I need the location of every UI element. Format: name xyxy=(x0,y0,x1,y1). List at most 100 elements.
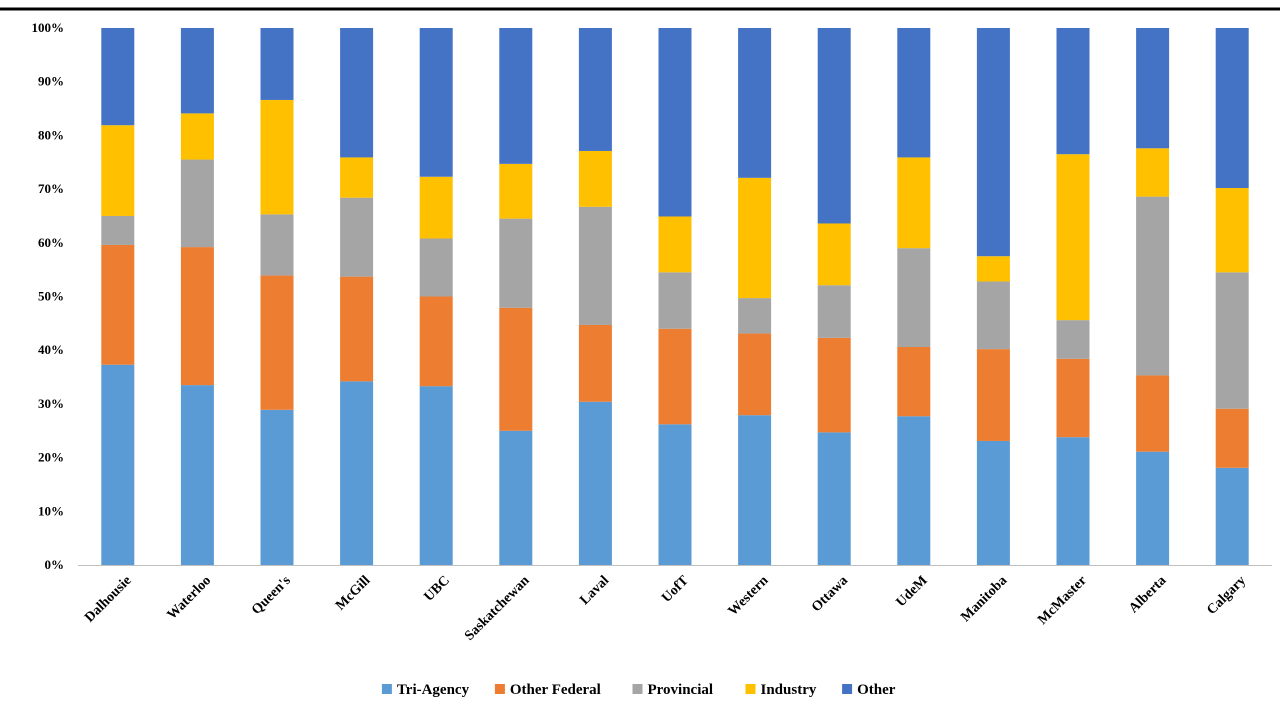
y-tick-label: 100% xyxy=(32,20,65,35)
bar-segment-provincial xyxy=(499,218,533,308)
legend-item: Provincial xyxy=(632,682,713,698)
legend-item: Other Federal xyxy=(494,682,601,698)
bar-segment-industry xyxy=(180,113,214,160)
bar-segment-provincial xyxy=(1136,196,1170,376)
bar-segment-other-federal xyxy=(1215,408,1249,468)
bar-segment-other-federal xyxy=(897,346,931,417)
bar-segment-provincial xyxy=(738,298,772,334)
bar-segment-tri-agency xyxy=(260,409,294,565)
bar-segment-industry xyxy=(1056,154,1090,321)
bar-segment-provincial xyxy=(578,206,612,325)
bar-stack xyxy=(260,28,294,565)
legend-label: Other Federal xyxy=(510,682,601,698)
x-category-label: Ottawa xyxy=(809,573,851,615)
bar-stack xyxy=(180,28,214,565)
bar-segment-other xyxy=(419,28,453,177)
legend-swatch xyxy=(494,684,505,694)
x-category-label: Waterloo xyxy=(165,573,215,623)
bar-segment-industry xyxy=(817,223,851,286)
x-category-label: Saskatchewan xyxy=(462,573,533,644)
bar-segment-provincial xyxy=(817,285,851,338)
bar-segment-provincial xyxy=(976,281,1010,350)
y-tick-label: 50% xyxy=(38,289,64,304)
legend: Tri-Agency Other Federal Provincial Industr… xyxy=(381,682,896,698)
legend-swatch xyxy=(745,684,756,694)
bar-segment-tri-agency xyxy=(976,440,1010,565)
bar-stack xyxy=(976,28,1010,565)
bar-segment-other-federal xyxy=(1136,375,1170,452)
legend-item: Tri-Agency xyxy=(381,682,470,698)
legend-label: Tri-Agency xyxy=(397,682,470,698)
bar-stack xyxy=(658,28,692,565)
bar-segment-provincial xyxy=(1215,272,1249,409)
bar-segment-other xyxy=(658,28,692,217)
bar-stack xyxy=(1215,28,1249,565)
x-category-label: UofT xyxy=(659,573,692,606)
y-tick-label: 70% xyxy=(38,181,64,196)
bar-segment-industry xyxy=(976,256,1010,282)
bar-segment-tri-agency xyxy=(897,416,931,565)
bar-segment-industry xyxy=(1136,148,1170,197)
bar-segment-industry xyxy=(897,157,931,249)
y-axis: 0% 10% 20% 30% 40% 50% 60% 70% 80% 90% 100% xyxy=(32,20,65,572)
bar-segment-provincial xyxy=(658,272,692,329)
bar-segment-other xyxy=(101,28,135,126)
bar-segment-other-federal xyxy=(738,333,772,416)
bar-segment-tri-agency xyxy=(658,424,692,565)
x-axis: Dalhousie Waterloo Queen's McGill UBC Saskatc… xyxy=(78,565,1272,644)
bar-segment-other-federal xyxy=(1056,358,1090,438)
y-tick-label: 40% xyxy=(38,342,64,357)
legend-swatch xyxy=(842,684,853,694)
bar-segment-other-federal xyxy=(578,324,612,402)
bar-segment-provincial xyxy=(101,215,135,245)
bar-stack xyxy=(340,28,374,565)
bar-segment-other-federal xyxy=(260,275,294,410)
bar-segment-other xyxy=(897,28,931,158)
bar-segment-tri-agency xyxy=(340,381,374,565)
bar-segment-tri-agency xyxy=(578,401,612,565)
bar-segment-industry xyxy=(658,216,692,273)
bar-segment-other-federal xyxy=(340,276,374,382)
bar-segment-tri-agency xyxy=(180,385,214,565)
bar-segment-other-federal xyxy=(976,349,1010,441)
bar-segment-provincial xyxy=(260,214,294,276)
bar-segment-industry xyxy=(1215,188,1249,273)
x-category-label: Laval xyxy=(577,573,612,608)
bar-stack xyxy=(578,28,612,565)
bar-segment-industry xyxy=(260,99,294,215)
bar-segment-industry xyxy=(499,163,533,219)
bars-group xyxy=(101,28,1249,565)
bar-segment-industry xyxy=(738,177,772,299)
x-category-label: UBC xyxy=(422,573,454,605)
bar-segment-tri-agency xyxy=(1136,451,1170,565)
bar-segment-other xyxy=(976,28,1010,257)
bar-segment-other-federal xyxy=(101,244,135,365)
y-tick-label: 90% xyxy=(38,74,64,89)
bar-segment-provincial xyxy=(340,197,374,277)
x-category-label: Western xyxy=(726,573,772,619)
bar-segment-provincial xyxy=(897,248,931,347)
bar-segment-other xyxy=(817,28,851,224)
bar-segment-other-federal xyxy=(419,296,453,387)
x-category-label: Dalhousie xyxy=(82,573,134,625)
x-category-label: Queen's xyxy=(249,573,294,618)
legend-label: Other xyxy=(857,682,896,698)
x-category-label: UdeM xyxy=(894,573,931,610)
bar-segment-other xyxy=(260,28,294,100)
bar-segment-tri-agency xyxy=(1056,437,1090,565)
bar-segment-industry xyxy=(340,157,374,198)
bar-segment-other xyxy=(499,28,533,164)
bar-stack xyxy=(1056,28,1090,565)
legend-item: Industry xyxy=(745,682,817,698)
bar-stack xyxy=(897,28,931,565)
bar-segment-industry xyxy=(419,176,453,239)
x-category-label: McMaster xyxy=(1035,573,1090,628)
bar-stack xyxy=(499,28,533,565)
bar-segment-other xyxy=(1215,28,1249,189)
bar-stack xyxy=(738,28,772,565)
y-tick-label: 30% xyxy=(38,396,64,411)
x-category-label: Calgary xyxy=(1204,573,1249,618)
bar-segment-provincial xyxy=(419,238,453,297)
y-tick-label: 60% xyxy=(38,235,64,250)
bar-segment-tri-agency xyxy=(101,364,135,565)
